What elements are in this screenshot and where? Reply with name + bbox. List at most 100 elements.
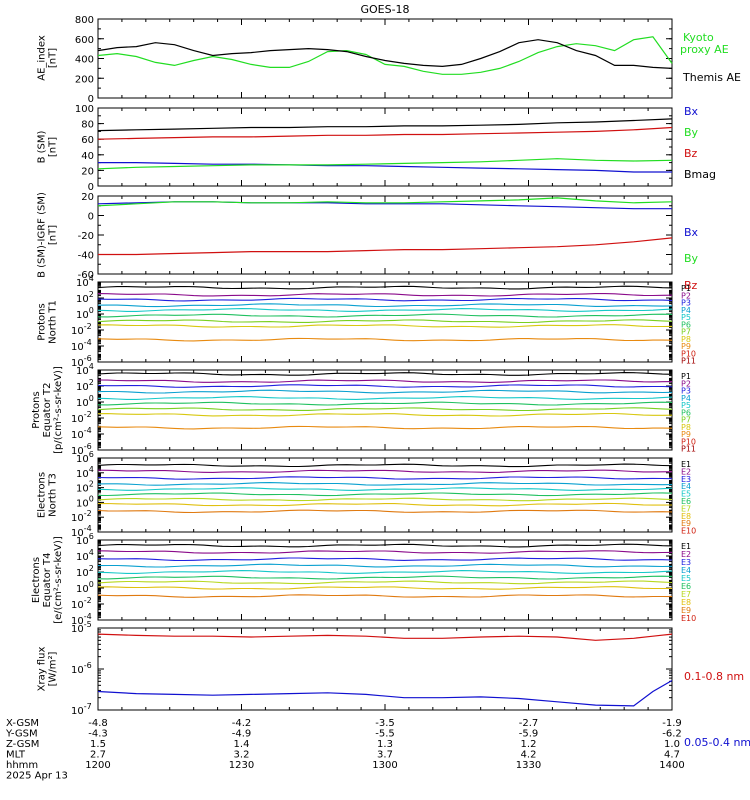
- y-tick-label: 200: [75, 74, 94, 85]
- series-line-kyoto-proxy-ae: [97, 36, 673, 75]
- y-tick-label: 10-4: [71, 338, 92, 353]
- series-line-bmag: [97, 118, 673, 132]
- legend-p6: P6: [681, 408, 691, 417]
- legend-p8: P8: [681, 423, 691, 432]
- channel-line-e2: [97, 550, 673, 554]
- y-tick-label: 102: [76, 480, 94, 495]
- y-tick-label: -20: [78, 231, 94, 242]
- channel-line-p1: [97, 285, 673, 290]
- channel-line-e4: [97, 482, 673, 486]
- x-row-value: 1330: [516, 760, 541, 771]
- channel-line-p4: [97, 303, 673, 308]
- legend-e8: E8: [681, 512, 691, 521]
- channel-line-p5: [97, 308, 673, 312]
- y-tick-label: 10-2: [71, 322, 92, 337]
- y-axis-title-8: Xray flux: [37, 647, 48, 692]
- y-tick-label: -40: [78, 251, 94, 262]
- y-axis-title-7: Electrons: [31, 557, 42, 603]
- channel-line-e8: [97, 502, 673, 507]
- x-row-value: -4.9: [232, 729, 252, 740]
- legend-e6: E6: [681, 582, 691, 591]
- channel-line-e7: [97, 580, 673, 585]
- y-tick-label: 104: [76, 274, 94, 289]
- legend-p4: P4: [681, 306, 691, 315]
- x-row-value: -5.9: [519, 729, 539, 740]
- x-row-value: 3.7: [377, 750, 393, 761]
- channel-line-p3: [97, 297, 673, 302]
- legend-p2: P2: [681, 291, 691, 300]
- channel-line-p9: [97, 425, 673, 430]
- y-axis-title-3: [nT]: [48, 225, 59, 245]
- series-line-bz: [98, 237, 673, 256]
- legend-bx: Bx: [684, 105, 699, 118]
- series-line-themis-ae: [97, 39, 673, 69]
- legend-p1: P1: [681, 372, 691, 381]
- legend-xray-long: 0.1-0.8 nm: [684, 670, 744, 683]
- y-tick-label: 10-7: [71, 702, 92, 717]
- legend-bz: Bz: [684, 147, 698, 160]
- y-tick-label: 100: [76, 306, 94, 321]
- y-tick-label: 10-4: [71, 612, 92, 627]
- legend-kyoto-2: proxy AE: [680, 43, 729, 56]
- x-row-label: Y-GSM: [5, 729, 38, 740]
- x-row-value: 1.0: [664, 739, 680, 750]
- x-row-label: MLT: [6, 750, 26, 761]
- y-tick-label: 10-2: [71, 410, 92, 425]
- plot-title: GOES-18: [360, 3, 409, 16]
- y-tick-label: 80: [81, 120, 94, 131]
- panel-frame: [97, 107, 673, 187]
- x-row-value: 2.7: [90, 750, 106, 761]
- y-tick-label: 10-4: [71, 524, 92, 539]
- channel-line-p2: [97, 293, 673, 297]
- x-row-value: 1.3: [377, 739, 393, 750]
- y-axis-title-2: B (SM): [37, 130, 48, 163]
- y-tick-label: -60: [78, 270, 94, 281]
- legend-p2: P2: [681, 379, 691, 388]
- channel-line-e9: [97, 509, 673, 514]
- y-tick-label: 600: [75, 35, 94, 46]
- legend-p11: P11: [681, 445, 696, 454]
- x-row-value: 1400: [659, 760, 684, 771]
- legend-bx: Bx: [684, 226, 699, 239]
- x-row-label: hhmm: [6, 760, 38, 771]
- y-tick-label: 10-2: [71, 509, 92, 524]
- legend-e3: E3: [681, 558, 691, 567]
- legend-e9: E9: [681, 519, 691, 528]
- legend-p10: P10: [681, 349, 696, 358]
- legend-by: By: [684, 252, 699, 265]
- y-tick-label: 104: [76, 465, 94, 480]
- channel-line-e2: [97, 469, 673, 473]
- y-tick-label: 10-4: [71, 426, 92, 441]
- x-row-label: X-GSM: [6, 718, 39, 729]
- x-row-value: 4.7: [664, 750, 680, 761]
- channel-line-e9: [97, 594, 673, 598]
- panel-3: -60 -40 -20 0 20 Bx By Bz: [78, 192, 699, 292]
- y-tick-label: 10-6: [71, 442, 92, 457]
- channel-line-e5: [97, 570, 673, 574]
- y-tick-label: 104: [76, 362, 94, 377]
- y-axis-title-6: Electrons: [37, 472, 48, 518]
- channel-line-e1: [97, 543, 673, 548]
- y-axis-title-1: [nT]: [48, 48, 59, 68]
- legend-e10: E10: [681, 527, 696, 536]
- series-line-by: [97, 158, 673, 170]
- channel-line-p4: [97, 389, 673, 394]
- legend-p7: P7: [681, 328, 691, 337]
- x-row-label: Z-GSM: [6, 739, 39, 750]
- legend-e8: E8: [681, 598, 691, 607]
- y-tick-label: 400: [75, 55, 94, 66]
- y-tick-label: 40: [81, 151, 94, 162]
- panel-frame: [97, 457, 673, 533]
- panel-frame: [97, 627, 673, 711]
- channel-line-e7: [97, 497, 673, 502]
- y-axis-title-7: Equator T4: [42, 553, 53, 608]
- y-tick-label: 102: [76, 378, 94, 393]
- legend-e3: E3: [681, 475, 691, 484]
- xray-line: [97, 633, 673, 641]
- legend-e2: E2: [681, 550, 691, 559]
- y-axis-title-5: [p/(cm²-s-sr-keV)]: [53, 366, 64, 454]
- y-axis-title-4: North T1: [48, 300, 59, 344]
- legend-e2: E2: [681, 467, 691, 476]
